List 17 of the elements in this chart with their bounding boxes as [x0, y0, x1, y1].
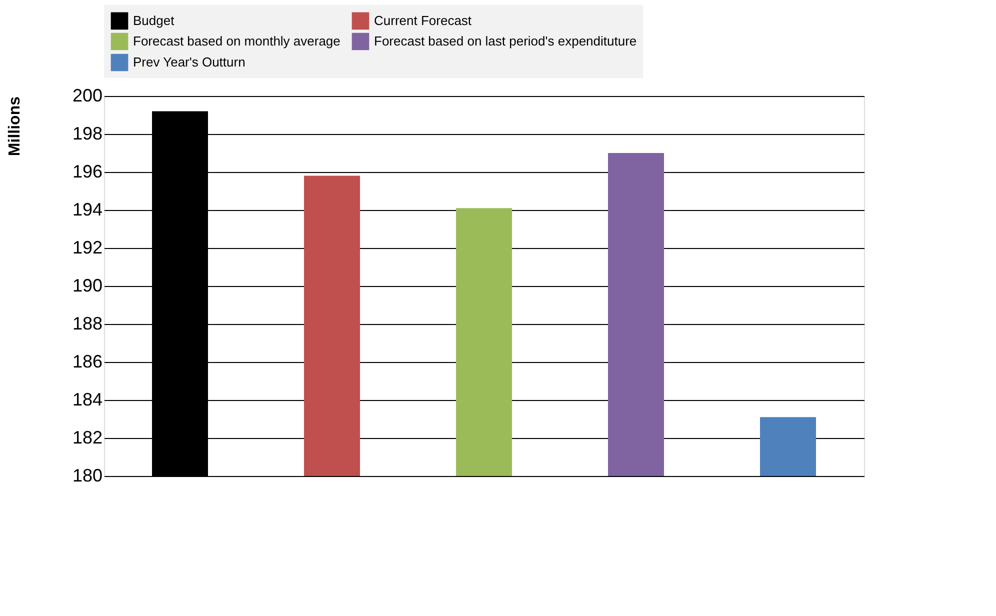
y-tick-label: 180 [72, 466, 102, 486]
legend-label: Forecast based on last period's expendituture [374, 34, 637, 48]
legend-label: Prev Year's Outturn [133, 54, 246, 70]
y-axis-title: Millions [6, 96, 24, 156]
y-tick-label: 186 [72, 352, 102, 372]
legend-label: Current Forecast [374, 12, 472, 28]
y-tick-label: 190 [72, 276, 102, 296]
y-tick-label: 184 [72, 390, 102, 410]
y-tick-label: 188 [72, 314, 102, 334]
y-tick-label: 194 [72, 200, 102, 220]
y-tick-label: 182 [72, 428, 102, 448]
y-tick-label: 192 [72, 238, 102, 258]
y-tick-label: 200 [72, 86, 102, 106]
legend-label: Budget [133, 12, 175, 28]
y-tick-label: 196 [72, 162, 102, 182]
legend-label: Forecast based on monthly average [133, 34, 340, 48]
y-tick-label: 198 [72, 124, 102, 144]
